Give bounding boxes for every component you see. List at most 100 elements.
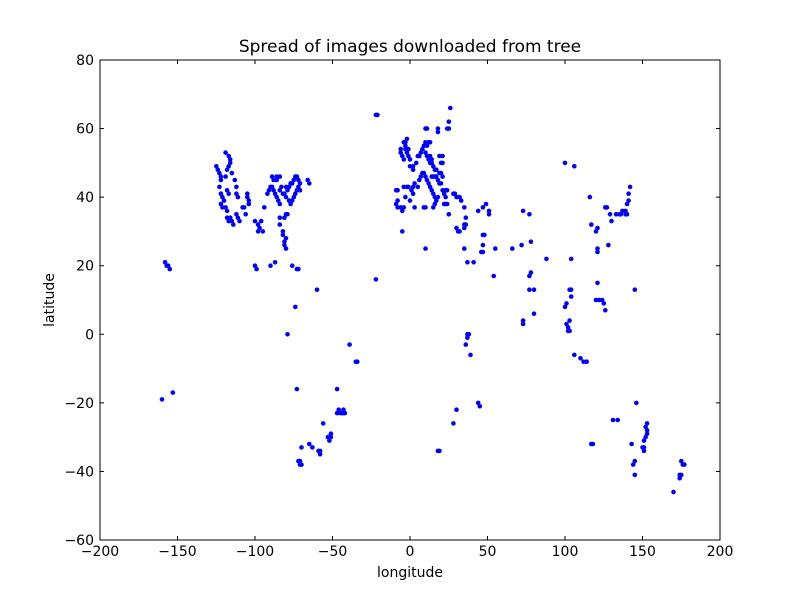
data-point xyxy=(283,236,289,241)
data-point xyxy=(373,277,379,282)
data-point xyxy=(480,249,486,255)
y-tick-label: −20 xyxy=(64,396,94,412)
data-point xyxy=(609,218,614,224)
data-point xyxy=(528,270,534,275)
data-point xyxy=(438,170,444,176)
data-point xyxy=(431,205,436,210)
data-point xyxy=(280,232,286,238)
data-point xyxy=(527,212,532,217)
data-point xyxy=(463,215,469,220)
data-point xyxy=(398,146,404,152)
data-point xyxy=(626,198,631,203)
data-point xyxy=(310,445,315,450)
data-point xyxy=(403,194,408,200)
data-point xyxy=(528,239,534,244)
data-point xyxy=(624,212,630,217)
data-point xyxy=(480,242,486,248)
data-point xyxy=(589,222,594,227)
data-point xyxy=(229,218,235,224)
data-point xyxy=(486,212,492,217)
data-point xyxy=(283,194,289,200)
data-point xyxy=(462,246,467,251)
data-point xyxy=(257,225,262,231)
data-point xyxy=(587,194,593,200)
data-point xyxy=(477,404,483,409)
data-point xyxy=(285,332,290,337)
data-point xyxy=(437,448,442,454)
data-point xyxy=(519,242,524,248)
data-point xyxy=(443,194,448,200)
data-point xyxy=(629,441,634,447)
x-tick-label: 200 xyxy=(707,544,734,560)
data-point xyxy=(355,359,360,365)
y-tick-label: −60 xyxy=(64,533,94,549)
data-point xyxy=(595,280,600,286)
data-point xyxy=(269,174,275,179)
data-point xyxy=(289,198,295,203)
data-point xyxy=(446,212,452,217)
data-point xyxy=(404,136,410,142)
data-point xyxy=(482,232,487,238)
data-point xyxy=(289,263,295,269)
data-point xyxy=(227,157,233,162)
data-point xyxy=(421,205,427,210)
y-axis-label: latitude xyxy=(42,273,58,327)
data-point xyxy=(406,146,411,152)
data-point xyxy=(641,445,647,450)
x-tick-label: −150 xyxy=(158,544,196,560)
data-point xyxy=(446,119,452,124)
data-point xyxy=(465,332,470,337)
data-point xyxy=(268,263,273,269)
plot-frame xyxy=(99,59,721,541)
data-point xyxy=(285,212,290,217)
data-point xyxy=(632,472,638,478)
data-point xyxy=(342,410,348,416)
data-point xyxy=(604,205,610,210)
data-point xyxy=(410,184,416,190)
y-tick-label: −40 xyxy=(64,464,94,480)
data-point xyxy=(630,462,636,467)
data-point xyxy=(595,246,600,251)
data-point xyxy=(282,242,287,248)
data-point xyxy=(607,212,613,217)
data-point xyxy=(412,181,417,186)
data-point xyxy=(606,242,611,248)
data-point xyxy=(627,184,633,190)
data-point xyxy=(294,266,300,272)
data-point xyxy=(412,205,417,210)
data-point xyxy=(223,205,228,210)
data-point xyxy=(452,191,458,196)
data-point xyxy=(480,205,486,210)
data-point xyxy=(590,441,596,447)
data-point xyxy=(562,160,568,166)
data-point xyxy=(217,184,222,190)
data-point xyxy=(434,167,439,172)
data-point xyxy=(254,266,259,272)
data-point xyxy=(224,188,230,193)
data-point xyxy=(410,191,416,196)
data-point xyxy=(565,325,571,330)
data-point xyxy=(279,184,284,190)
data-point xyxy=(520,321,526,327)
data-point xyxy=(317,452,323,457)
data-point xyxy=(462,225,467,231)
data-point xyxy=(423,246,428,251)
x-tick-label: −100 xyxy=(236,544,274,560)
data-point xyxy=(410,167,416,172)
data-point xyxy=(531,287,537,293)
data-point xyxy=(277,215,283,220)
data-point xyxy=(610,417,616,423)
data-point xyxy=(293,304,298,310)
data-point xyxy=(444,201,450,207)
data-point xyxy=(373,112,379,118)
x-tick-label: 0 xyxy=(406,544,415,560)
data-point xyxy=(564,301,569,306)
data-point xyxy=(595,225,600,231)
data-point xyxy=(458,198,464,203)
data-point xyxy=(418,150,424,155)
y-tick-label: 80 xyxy=(76,53,94,69)
data-point xyxy=(435,126,441,131)
data-point xyxy=(434,198,439,203)
data-point xyxy=(223,174,228,179)
data-point xyxy=(328,434,334,440)
